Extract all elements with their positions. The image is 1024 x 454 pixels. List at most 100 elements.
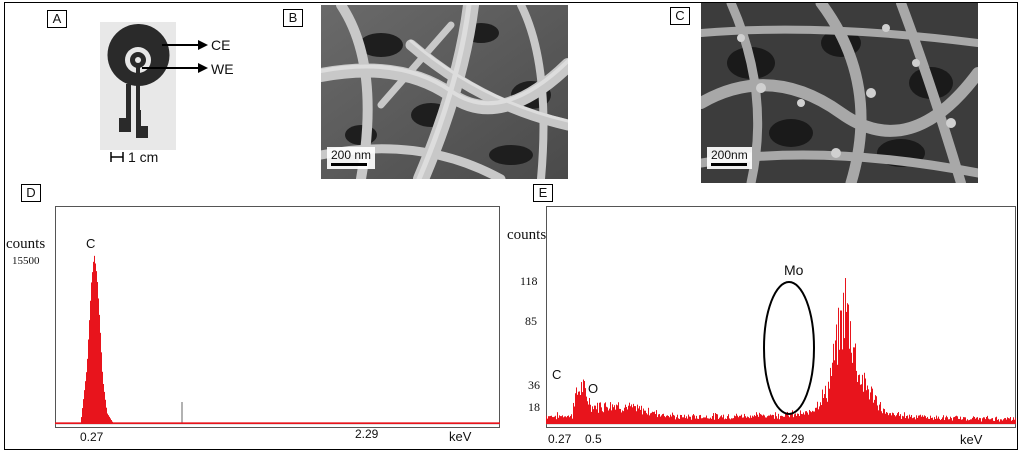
spectrum-bar — [736, 413, 737, 424]
spectrum-bar — [311, 422, 312, 424]
spectrum-bar — [836, 324, 837, 424]
spectrum-bar — [428, 422, 429, 424]
spectrum-bar — [342, 422, 343, 424]
spectrum-bar — [750, 415, 751, 424]
spectrum-bar — [330, 422, 331, 424]
spectrum-bar — [173, 422, 174, 424]
spectrum-bar — [791, 412, 792, 424]
spectrum-bar — [306, 422, 307, 424]
spectrum-bar — [680, 414, 681, 424]
spectrum-bar — [903, 416, 904, 424]
spectrum-bar — [891, 415, 892, 424]
spectrum-bar — [60, 422, 61, 424]
spectrum-bar — [339, 422, 340, 424]
spectrum-bar — [921, 416, 922, 424]
spectrum-bar — [944, 420, 945, 424]
spectrum-bar — [701, 418, 702, 424]
spectrum-bar — [675, 419, 676, 424]
spectrum-bar — [616, 404, 617, 424]
spectrum-bar — [121, 422, 122, 424]
spectrum-bar — [274, 422, 275, 424]
spectrum-bar — [386, 422, 387, 424]
spectrum-bar — [970, 419, 971, 424]
spectrum-bar — [724, 419, 725, 424]
spectrum-bar — [257, 422, 258, 424]
spectrum-bar — [296, 422, 297, 424]
spectrum-bar — [884, 409, 885, 424]
spectrum-bar — [92, 272, 93, 424]
spectrum-bar — [186, 422, 187, 424]
spectrum-bar — [400, 422, 401, 424]
spectrum-bar — [941, 419, 942, 424]
spectrum-bar — [861, 384, 862, 424]
spectrum-bar — [182, 422, 183, 424]
spectrum-bar — [299, 422, 300, 424]
spectrum-bar — [242, 422, 243, 424]
spectrum-bar — [557, 412, 558, 424]
spectrum-bar — [128, 422, 129, 424]
spectrum-bar — [578, 391, 579, 424]
spectrum-bar — [99, 314, 100, 424]
spectrum-bar — [876, 396, 877, 424]
spectrum-bar — [131, 422, 132, 424]
spectrum-bar — [61, 422, 62, 424]
spectrum-bar — [599, 402, 600, 424]
spectrum-bar — [166, 422, 167, 424]
spectrum-bar — [665, 417, 666, 424]
spectrum-bar — [271, 422, 272, 424]
spectrum-bar — [397, 422, 398, 424]
spectrum-bar — [918, 415, 919, 424]
spectrum-bar — [431, 422, 432, 424]
spectrum-bar — [655, 414, 656, 424]
spectrum-bar — [863, 391, 864, 424]
spectrum-bar — [830, 367, 831, 424]
spectrum-bar — [962, 419, 963, 424]
spectrum-bar — [739, 415, 740, 424]
spectrum-bar — [251, 422, 252, 424]
spectrum-bar — [893, 413, 894, 424]
spectrum-bar — [65, 422, 66, 424]
spectrum-bar — [602, 411, 603, 424]
spectrum-bar — [656, 410, 657, 424]
spectrum-bar — [225, 422, 226, 424]
spectrum-bar — [227, 422, 228, 424]
spectrum-bar — [417, 422, 418, 424]
spectrum-bar — [98, 298, 99, 424]
spectrum-bar — [826, 398, 827, 424]
spectrum-bar — [137, 422, 138, 424]
spectrum-bar — [833, 343, 834, 424]
spectrum-bar — [725, 418, 726, 424]
spectrum-bar — [580, 395, 581, 424]
spectrum-bar — [988, 418, 989, 424]
spectrum-bar — [555, 415, 556, 424]
spectrum-bar — [86, 372, 87, 424]
spectrum-bar — [398, 422, 399, 424]
spectrum-bar — [70, 422, 71, 424]
spectrum-bar — [413, 422, 414, 424]
spectrum-bar — [184, 422, 185, 424]
spectrum-bar — [637, 404, 638, 424]
spectrum-bar — [231, 422, 232, 424]
spectrum-bar — [632, 407, 633, 424]
spectrum-bar — [1000, 419, 1001, 424]
spectrum-bar — [403, 422, 404, 424]
spectrum-bar — [313, 422, 314, 424]
spectrum-bar — [859, 374, 860, 424]
spectrum-bar — [478, 422, 479, 424]
spectrum-bar — [277, 422, 278, 424]
spectrum-bar — [945, 417, 946, 424]
spectrum-bar — [148, 422, 149, 424]
spectrum-bar — [175, 422, 176, 424]
spectrum-bar — [935, 418, 936, 424]
spectrum-bar — [707, 418, 708, 424]
spectrum-bar — [410, 422, 411, 424]
spectrum-bar — [646, 413, 647, 424]
spectrum-bar — [399, 422, 400, 424]
spectrum-bar — [963, 417, 964, 424]
spectrum-bar — [384, 422, 385, 424]
spectrum-bar — [737, 415, 738, 424]
spectrum-bar — [939, 418, 940, 424]
spectrum-bar — [679, 418, 680, 424]
spectrum-bar — [180, 422, 181, 424]
spectrum-bar — [804, 414, 805, 424]
